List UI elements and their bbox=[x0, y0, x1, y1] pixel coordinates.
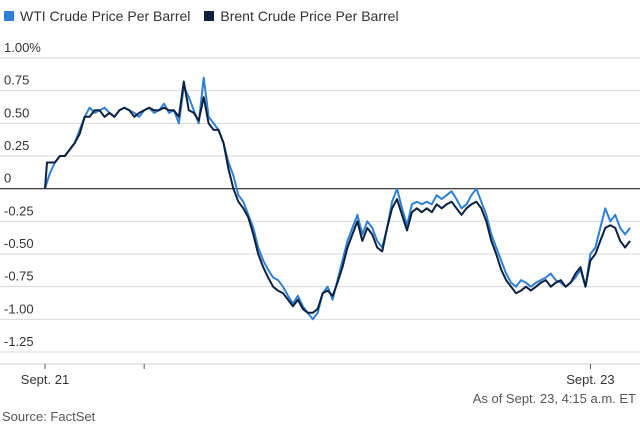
y-tick-label-7: -0.75 bbox=[4, 269, 34, 284]
series-line-brent bbox=[44, 80, 631, 314]
legend-swatch-brent bbox=[204, 11, 215, 21]
y-tick-label-6: -0.50 bbox=[4, 236, 34, 251]
x-tick-label-0: Sept. 21 bbox=[21, 372, 69, 387]
legend: WTI Crude Price Per Barrel Brent Crude P… bbox=[4, 8, 399, 24]
y-tick-label-1: 0.75 bbox=[4, 73, 29, 88]
y-tick-label-4: 0 bbox=[4, 171, 11, 186]
legend-label-brent: Brent Crude Price Per Barrel bbox=[220, 8, 399, 24]
x-tick-label-2: Sept. 23 bbox=[566, 372, 614, 387]
legend-item-brent[interactable]: Brent Crude Price Per Barrel bbox=[204, 8, 399, 24]
y-tick-label-8: -1.00 bbox=[4, 301, 34, 316]
y-tick-label-3: 0.25 bbox=[4, 138, 29, 153]
source-note: Source: FactSet bbox=[2, 409, 96, 424]
y-tick-label-9: -1.25 bbox=[4, 334, 34, 349]
legend-item-wti[interactable]: WTI Crude Price Per Barrel bbox=[4, 8, 190, 24]
as-of-note: As of Sept. 23, 4:15 a.m. ET bbox=[472, 391, 636, 406]
legend-label-wti: WTI Crude Price Per Barrel bbox=[20, 8, 191, 24]
legend-swatch-wti bbox=[4, 11, 14, 21]
y-tick-label-2: 0.50 bbox=[4, 105, 29, 120]
y-tick-label-5: -0.25 bbox=[4, 203, 34, 218]
y-tick-label-0: 1.00% bbox=[4, 40, 41, 55]
